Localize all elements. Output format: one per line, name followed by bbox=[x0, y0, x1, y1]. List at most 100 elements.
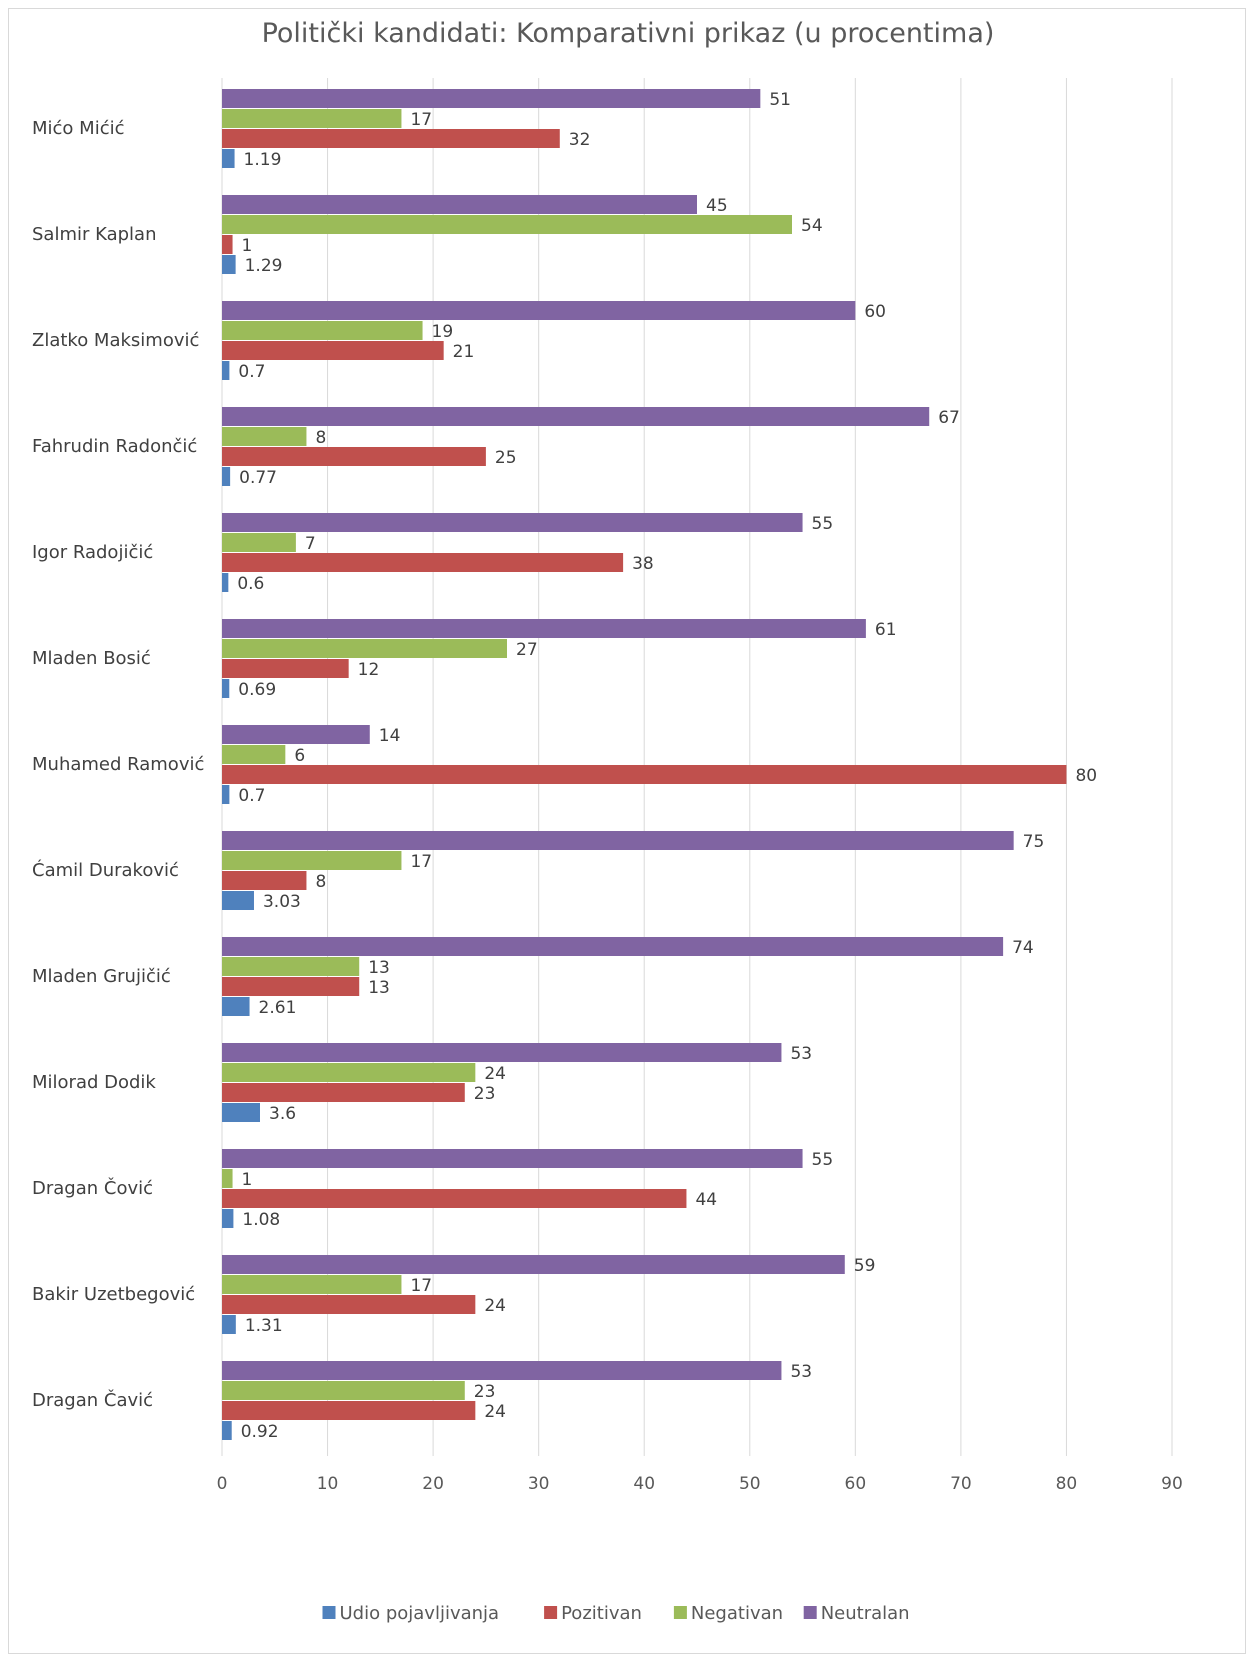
bar-udio-pojavljivanja-dragan-covic bbox=[222, 1209, 234, 1228]
data-label: 0.69 bbox=[238, 680, 276, 700]
category-label-igor-radojicic: Igor Radojičić bbox=[32, 542, 153, 563]
bar-pozitivan-dragan-cavic bbox=[222, 1401, 476, 1420]
legend-swatch-negativan bbox=[673, 1606, 687, 1619]
x-tick-label: 0 bbox=[217, 1474, 228, 1494]
data-label: 27 bbox=[516, 640, 538, 660]
bar-negativan-mladen-bosic bbox=[222, 639, 507, 658]
bar-udio-pojavljivanja-igor-radojicic bbox=[222, 573, 229, 592]
bar-negativan-igor-radojicic bbox=[222, 533, 296, 552]
x-tick-label: 70 bbox=[950, 1474, 972, 1494]
data-label: 17 bbox=[410, 852, 432, 872]
bar-neutralan-muhamed-ramovic bbox=[222, 725, 370, 744]
legend-swatch-udio-pojavljivanja bbox=[322, 1606, 336, 1619]
data-label: 8 bbox=[315, 428, 326, 448]
bar-neutralan-bakir-uzetbegovic bbox=[222, 1255, 845, 1274]
bar-pozitivan-mladen-grujicic bbox=[222, 977, 360, 996]
bars bbox=[222, 89, 1067, 1440]
data-label: 24 bbox=[484, 1402, 506, 1422]
data-label: 6 bbox=[294, 746, 305, 766]
bar-negativan-zlatko-maksimovic bbox=[222, 321, 423, 340]
bar-neutralan-igor-radojicic bbox=[222, 513, 803, 532]
data-label: 2.61 bbox=[259, 998, 297, 1018]
bar-negativan-bakir-uzetbegovic bbox=[222, 1275, 402, 1294]
x-tick-label: 10 bbox=[317, 1474, 339, 1494]
bar-negativan-mico-micic bbox=[222, 109, 402, 128]
data-label: 23 bbox=[474, 1084, 496, 1104]
bar-udio-pojavljivanja-mico-micic bbox=[222, 149, 235, 168]
x-tick-label: 40 bbox=[633, 1474, 655, 1494]
data-label: 53 bbox=[790, 1044, 812, 1064]
legend-label-udio-pojavljivanja: Udio pojavljivanja bbox=[340, 1603, 500, 1624]
data-label: 53 bbox=[790, 1362, 812, 1382]
data-label: 59 bbox=[854, 1256, 876, 1276]
data-label: 1 bbox=[242, 236, 253, 256]
data-label: 1.08 bbox=[242, 1210, 280, 1230]
data-label: 61 bbox=[875, 620, 897, 640]
x-tick-label: 80 bbox=[1056, 1474, 1078, 1494]
bar-neutralan-fahrudin-radoncic bbox=[222, 407, 930, 426]
x-axis-ticks: 0 10 20 30 40 50 60 70 80 90 bbox=[217, 1474, 1183, 1494]
legend-swatch-pozitivan bbox=[544, 1606, 558, 1619]
bar-neutralan-mladen-grujicic bbox=[222, 937, 1004, 956]
legend-label-negativan: Negativan bbox=[691, 1603, 783, 1624]
data-label: 3.6 bbox=[269, 1104, 296, 1124]
bar-neutralan-milorad-dodik bbox=[222, 1043, 782, 1062]
data-label: 0.7 bbox=[238, 362, 265, 382]
data-label: 17 bbox=[410, 1276, 432, 1296]
data-label: 24 bbox=[484, 1064, 506, 1084]
x-tick-label: 60 bbox=[845, 1474, 867, 1494]
category-label-camil-durakovic: Ćamil Duraković bbox=[32, 859, 179, 881]
bar-pozitivan-dragan-covic bbox=[222, 1189, 687, 1208]
data-label: 44 bbox=[695, 1190, 717, 1210]
data-label: 0.92 bbox=[241, 1422, 279, 1442]
data-label: 24 bbox=[484, 1296, 506, 1316]
bar-pozitivan-camil-durakovic bbox=[222, 871, 307, 890]
data-label: 55 bbox=[812, 1150, 834, 1170]
chart-title: Politički kandidati: Komparativni prikaz… bbox=[262, 18, 995, 49]
data-label: 8 bbox=[315, 872, 326, 892]
bar-pozitivan-igor-radojicic bbox=[222, 553, 624, 572]
bar-neutralan-dragan-covic bbox=[222, 1149, 803, 1168]
bar-udio-pojavljivanja-camil-durakovic bbox=[222, 891, 254, 910]
bar-negativan-camil-durakovic bbox=[222, 851, 402, 870]
bar-pozitivan-muhamed-ramovic bbox=[222, 765, 1067, 784]
bar-pozitivan-zlatko-maksimovic bbox=[222, 341, 444, 360]
data-label: 1.31 bbox=[245, 1316, 283, 1336]
category-label-zlatko-maksimovic: Zlatko Maksimović bbox=[32, 330, 199, 351]
chart-frame bbox=[8, 8, 1246, 1654]
bar-negativan-dragan-cavic bbox=[222, 1381, 465, 1400]
data-label: 67 bbox=[938, 408, 960, 428]
bar-neutralan-camil-durakovic bbox=[222, 831, 1014, 850]
category-labels: Mićo Mićić Salmir Kaplan Zlatko Maksimović… bbox=[32, 118, 204, 1411]
category-label-mladen-grujicic: Mladen Grujičić bbox=[32, 966, 171, 987]
data-label: 1 bbox=[242, 1170, 253, 1190]
bar-udio-pojavljivanja-bakir-uzetbegovic bbox=[222, 1315, 236, 1334]
bar-neutralan-mico-micic bbox=[222, 89, 761, 108]
bar-pozitivan-bakir-uzetbegovic bbox=[222, 1295, 476, 1314]
data-label: 23 bbox=[474, 1382, 496, 1402]
bar-pozitivan-fahrudin-radoncic bbox=[222, 447, 486, 466]
category-label-muhamed-ramovic: Muhamed Ramović bbox=[32, 754, 204, 775]
data-label: 14 bbox=[379, 726, 401, 746]
data-label: 75 bbox=[1023, 832, 1045, 852]
x-tick-label: 30 bbox=[528, 1474, 550, 1494]
data-label: 54 bbox=[801, 216, 823, 236]
bar-udio-pojavljivanja-mladen-grujicic bbox=[222, 997, 250, 1016]
data-label: 51 bbox=[769, 90, 791, 110]
bar-negativan-mladen-grujicic bbox=[222, 957, 360, 976]
data-label: 12 bbox=[358, 660, 380, 680]
bar-negativan-fahrudin-radoncic bbox=[222, 427, 307, 446]
data-label: 13 bbox=[368, 958, 390, 978]
data-label: 45 bbox=[706, 196, 728, 216]
legend-label-pozitivan: Pozitivan bbox=[561, 1603, 642, 1624]
legend-swatch-neutralan bbox=[803, 1606, 817, 1619]
data-label: 80 bbox=[1075, 766, 1097, 786]
data-label: 1.19 bbox=[244, 150, 282, 170]
bar-neutralan-dragan-cavic bbox=[222, 1361, 782, 1380]
data-label: 32 bbox=[569, 130, 591, 150]
legend: Udio pojavljivanja Pozitivan Negativan Neut… bbox=[322, 1603, 910, 1624]
category-label-salmir-kaplan: Salmir Kaplan bbox=[32, 224, 157, 245]
bar-udio-pojavljivanja-salmir-kaplan bbox=[222, 255, 236, 274]
category-label-fahrudin-radoncic: Fahrudin Radončić bbox=[32, 436, 197, 457]
